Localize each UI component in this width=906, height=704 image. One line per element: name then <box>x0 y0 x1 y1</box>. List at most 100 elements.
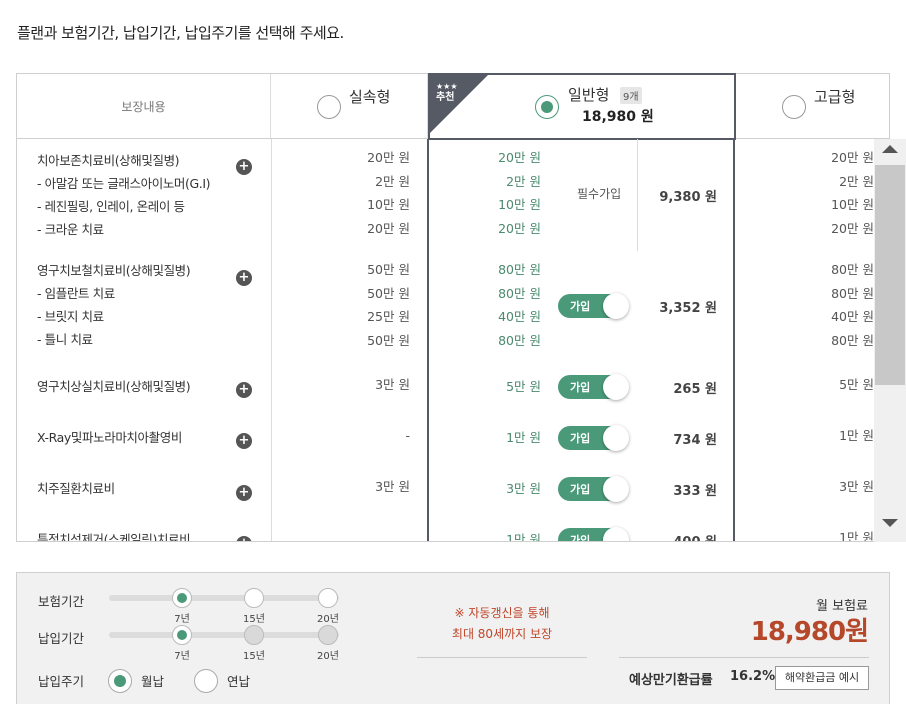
scroll-up-arrow-icon[interactable] <box>882 145 898 153</box>
amount: 2만 원 <box>839 173 874 189</box>
amount: 80만 원 <box>831 332 874 348</box>
coverage-title: 치주질환치료비 <box>37 481 115 496</box>
coverage-sub: - 브릿지 치료 <box>37 309 104 324</box>
expand-plus-icon[interactable]: + <box>236 382 252 398</box>
coverage-column-header: 보장내용 <box>17 74 271 138</box>
row-premium: 333 원 <box>673 484 717 499</box>
join-toggle[interactable]: 가입 <box>558 527 629 541</box>
amount: 20만 원 <box>498 220 541 236</box>
refund-rate-label: 예상만기환급률 <box>629 673 713 688</box>
scroll-down-arrow-icon[interactable] <box>882 519 898 527</box>
insurance-period-stop-7[interactable] <box>172 588 192 608</box>
tick-label: 7년 <box>174 651 190 662</box>
join-toggle[interactable]: 가입 <box>558 293 629 319</box>
cycle-monthly-radio[interactable] <box>108 669 132 693</box>
expand-plus-icon[interactable]: + <box>236 536 252 541</box>
row-premium: 400 원 <box>637 531 717 541</box>
insurance-period-stop-15[interactable] <box>244 588 264 608</box>
toggle-knob <box>603 374 629 400</box>
payment-period-slider[interactable] <box>109 632 339 638</box>
amount: 1만 원 <box>839 530 874 542</box>
amount: 20만 원 <box>831 220 874 236</box>
coverage-row: 영구치보철치료비(상해및질병) - 임플란트 치료 - 브릿지 치료 - 틀니 … <box>17 259 875 359</box>
amount: 50만 원 <box>367 332 410 348</box>
coverage-desc: 영구치보철치료비(상해및질병) - 임플란트 치료 - 브릿지 치료 - 틀니 … <box>37 259 191 351</box>
plan-premium-amounts: 20만 원 2만 원 10만 원 20만 원 <box>737 146 874 240</box>
amount: - <box>405 428 410 443</box>
coverage-table: 치아보존치료비(상해및질병) - 아말감 또는 글래스아이노머(G.I) - 레… <box>16 139 906 542</box>
options-panel: 보험기간 7년 15년 20년 납입기간 7년 15년 20년 납입주기 월납 … <box>16 572 890 704</box>
plan-premium-radio[interactable] <box>782 95 806 119</box>
coverage-desc: X-Ray및파노라마치아촬영비 <box>37 426 182 449</box>
coverage-desc: 치주질환치료비 <box>37 477 115 500</box>
plan-header: 보장내용 실속형 ★★★ 추천 일반형 9개 18,980 원 고급형 <box>16 73 890 140</box>
toggle-knob <box>603 476 629 502</box>
coverage-row: 영구치상실치료비(상해및질병) + 3만 원 5만 원 가입 265 원 5만 … <box>17 374 875 405</box>
insurance-period-slider[interactable] <box>109 595 339 601</box>
amount: 3만 원 <box>506 481 541 496</box>
ribbon-stars: ★★★ <box>436 82 458 91</box>
coverage-row: X-Ray및파노라마치아촬영비 + - 1만 원 가입 734 원 1만 원 <box>17 425 875 456</box>
payment-period-label: 납입기간 <box>38 631 85 646</box>
join-toggle[interactable]: 가입 <box>558 476 629 502</box>
join-toggle-label: 가입 <box>570 483 591 496</box>
plan-option-basic[interactable]: 실속형 <box>271 74 428 138</box>
plan-option-premium[interactable]: 고급형 <box>736 74 889 138</box>
plan-standard-amounts: 20만 원 2만 원 10만 원 20만 원 <box>437 146 541 240</box>
table-scrollbar[interactable] <box>874 139 906 542</box>
payment-period-stop-20[interactable] <box>318 625 338 645</box>
plan-standard-amounts: 80만 원 80만 원 40만 원 80만 원 <box>437 258 541 352</box>
refund-example-button[interactable]: 해약환급금 예시 <box>775 666 869 690</box>
plan-premium-amounts: 80만 원 80만 원 40만 원 80만 원 <box>737 258 874 352</box>
divider <box>417 657 587 658</box>
amount: 20만 원 <box>498 150 541 165</box>
amount: 10만 원 <box>367 197 410 212</box>
divider <box>619 657 869 658</box>
amount: 2만 원 <box>375 173 410 189</box>
monthly-premium-label: 월 보험료 <box>816 599 868 614</box>
join-toggle[interactable]: 가입 <box>558 374 629 400</box>
plan-standard-radio[interactable] <box>535 95 559 119</box>
tick-label: 20년 <box>317 614 339 625</box>
recommend-ribbon-text: ★★★ 추천 <box>436 81 458 103</box>
amount: 1만 원 <box>506 532 541 542</box>
expand-plus-icon[interactable]: + <box>236 270 252 286</box>
plan-option-standard[interactable]: ★★★ 추천 일반형 9개 18,980 원 <box>428 73 736 140</box>
cycle-yearly-radio[interactable] <box>194 669 218 693</box>
tick-label: 15년 <box>243 614 265 625</box>
expand-plus-icon[interactable]: + <box>236 433 252 449</box>
insurance-period-stop-20[interactable] <box>318 588 338 608</box>
notice-line: 최대 80세까지 보장 <box>451 627 553 641</box>
coverage-desc: 치아보존치료비(상해및질병) - 아말감 또는 글래스아이노머(G.I) - 레… <box>37 149 211 241</box>
plan-count-badge: 9개 <box>620 87 642 104</box>
scroll-thumb[interactable] <box>875 165 905 385</box>
join-toggle[interactable]: 가입 <box>558 425 629 451</box>
row-premium: 734 원 <box>673 433 717 448</box>
expand-plus-icon[interactable]: + <box>236 159 252 175</box>
tick-label: 20년 <box>317 651 339 662</box>
expand-plus-icon[interactable]: + <box>236 485 252 501</box>
renewal-notice: ※ 자동갱신을 통해 최대 80세까지 보장 <box>417 603 587 645</box>
tick-label: 7년 <box>174 614 190 625</box>
coverage-row: 치아보존치료비(상해및질병) - 아말감 또는 글래스아이노머(G.I) - 레… <box>17 149 875 249</box>
plan-basic-radio[interactable] <box>317 95 341 119</box>
amount: 40만 원 <box>498 309 541 324</box>
coverage-row: 치주질환치료비 + 3만 원 3만 원 가입 333 원 3만 원 <box>17 476 875 507</box>
join-toggle-label: 가입 <box>570 432 591 445</box>
coverage-sub: - 임플란트 치료 <box>37 286 115 301</box>
page-instruction: 플랜과 보험기간, 납입기간, 납입주기를 선택해 주세요. <box>17 24 344 42</box>
toggle-knob <box>603 425 629 451</box>
amount: 80만 원 <box>498 332 541 348</box>
cycle-monthly-label: 월납 <box>141 674 165 689</box>
coverage-desc: 특정치석제거(스케일링)치료비 <box>37 528 191 541</box>
payment-period-stop-7[interactable] <box>172 625 192 645</box>
selected-plan-column <box>427 139 735 541</box>
coverage-sub: - 레진필링, 인레이, 온레이 등 <box>37 199 185 214</box>
row-premium: 9,380 원 <box>659 190 717 205</box>
coverage-sub: - 아말감 또는 글래스아이노머(G.I) <box>37 176 211 191</box>
amount: 80만 원 <box>831 285 874 301</box>
payment-period-stop-15[interactable] <box>244 625 264 645</box>
amount: 3만 원 <box>839 479 874 494</box>
plan-basic-name: 실속형 <box>349 88 391 106</box>
coverage-title: 치아보존치료비(상해및질병) <box>37 153 180 168</box>
